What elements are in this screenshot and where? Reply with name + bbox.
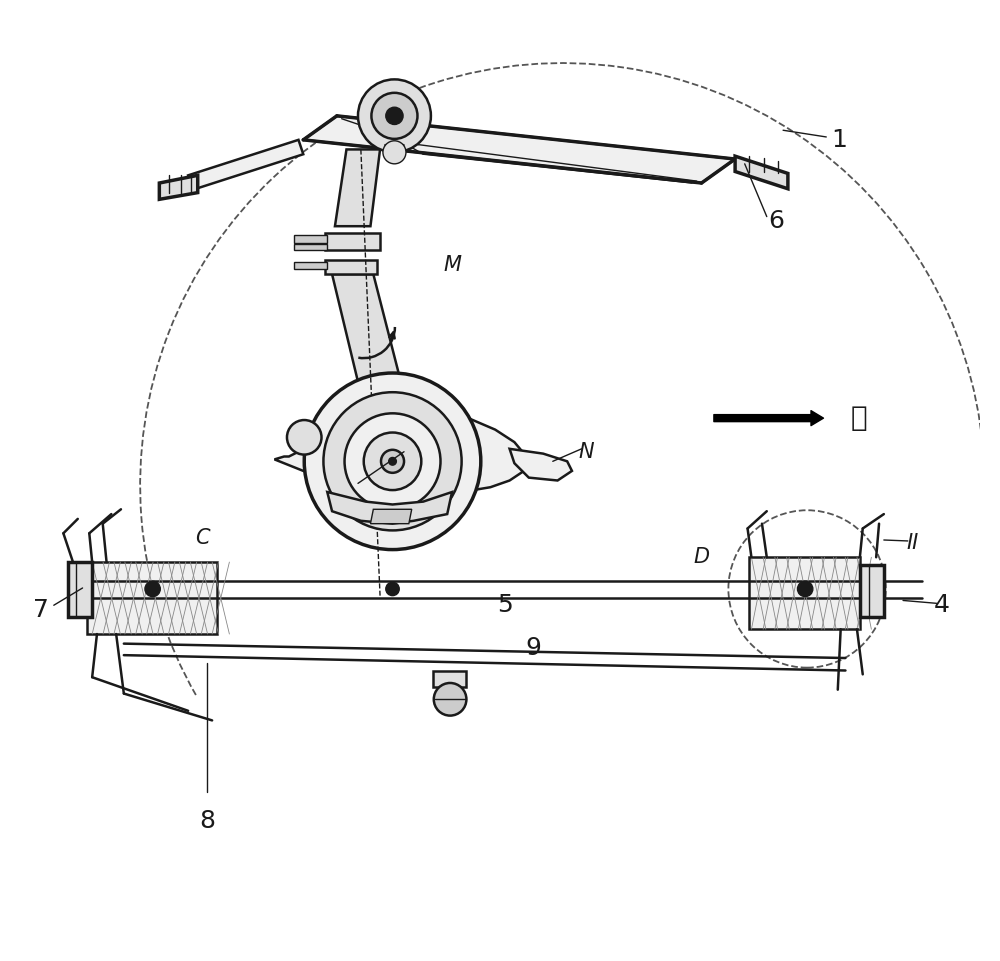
Polygon shape xyxy=(87,562,217,634)
Polygon shape xyxy=(327,492,452,524)
Text: D: D xyxy=(693,547,710,567)
Circle shape xyxy=(287,420,322,455)
Polygon shape xyxy=(325,233,380,250)
Text: N: N xyxy=(579,442,594,461)
Polygon shape xyxy=(749,557,860,629)
Text: II: II xyxy=(907,533,919,553)
Text: 前: 前 xyxy=(850,405,867,432)
Polygon shape xyxy=(735,156,788,188)
Polygon shape xyxy=(860,565,884,617)
Circle shape xyxy=(434,683,466,716)
Circle shape xyxy=(383,141,406,163)
Circle shape xyxy=(323,392,462,530)
Polygon shape xyxy=(188,140,303,189)
Polygon shape xyxy=(294,261,327,269)
Circle shape xyxy=(386,582,399,596)
Text: 9: 9 xyxy=(526,636,542,660)
Text: 2: 2 xyxy=(335,478,351,502)
Polygon shape xyxy=(303,116,735,183)
Text: 1: 1 xyxy=(831,128,847,152)
Polygon shape xyxy=(385,145,404,154)
Circle shape xyxy=(371,93,417,139)
Text: C: C xyxy=(195,529,210,548)
Text: 5: 5 xyxy=(497,593,513,617)
Circle shape xyxy=(381,450,404,473)
Text: γ: γ xyxy=(376,373,390,396)
Polygon shape xyxy=(159,175,198,199)
Text: 4: 4 xyxy=(933,593,949,617)
Polygon shape xyxy=(332,274,404,406)
Circle shape xyxy=(364,432,421,490)
Polygon shape xyxy=(335,149,380,226)
Circle shape xyxy=(797,581,813,597)
Circle shape xyxy=(145,581,160,597)
Circle shape xyxy=(389,457,396,465)
Polygon shape xyxy=(68,562,92,617)
Text: M: M xyxy=(443,255,461,275)
Polygon shape xyxy=(274,408,529,495)
Polygon shape xyxy=(510,449,572,480)
Text: 6: 6 xyxy=(769,209,785,234)
Circle shape xyxy=(345,413,441,509)
Polygon shape xyxy=(294,244,327,250)
Text: 7: 7 xyxy=(33,598,49,622)
Text: 8: 8 xyxy=(199,809,215,833)
Polygon shape xyxy=(370,509,412,524)
Polygon shape xyxy=(433,671,466,687)
Circle shape xyxy=(386,108,403,125)
Circle shape xyxy=(304,373,481,550)
Circle shape xyxy=(358,80,431,152)
Polygon shape xyxy=(325,259,377,274)
Polygon shape xyxy=(294,234,327,242)
